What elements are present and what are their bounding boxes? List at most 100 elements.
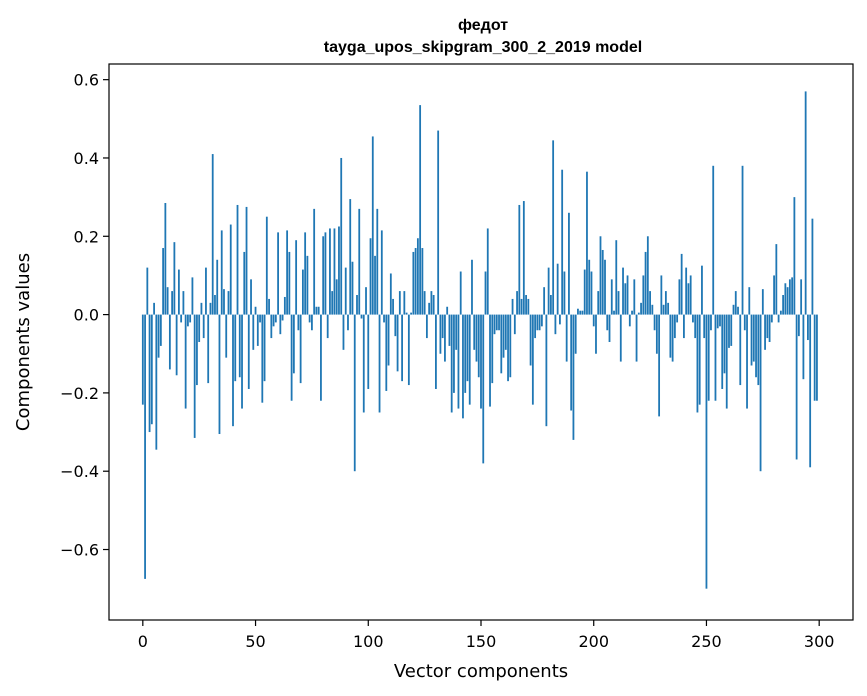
bar-298 <box>813 314 816 401</box>
bar-265 <box>739 314 742 386</box>
bar-151 <box>482 314 485 464</box>
bar-104 <box>376 208 379 315</box>
bar-297 <box>811 218 814 315</box>
bar-252 <box>710 314 712 331</box>
bar-266 <box>741 165 744 315</box>
bar-13 <box>171 291 174 315</box>
bar-10 <box>164 203 167 315</box>
x-tick-label: 150 <box>466 632 497 651</box>
bar-165 <box>513 314 516 335</box>
bar-161 <box>504 314 507 350</box>
bar-114 <box>398 291 401 315</box>
bar-18 <box>182 291 185 315</box>
bar-120 <box>412 251 415 315</box>
bar-48 <box>250 279 252 315</box>
bar-64 <box>286 230 289 315</box>
bar-277 <box>766 314 769 339</box>
bar-118 <box>407 314 410 386</box>
bar-157 <box>495 314 498 331</box>
bar-226 <box>651 304 654 315</box>
bar-69 <box>297 314 300 331</box>
bar-230 <box>660 275 663 315</box>
bar-52 <box>259 314 261 323</box>
bar-267 <box>743 314 746 331</box>
bar-286 <box>786 287 789 315</box>
bar-131 <box>437 130 440 315</box>
bar-92 <box>349 199 352 315</box>
x-axis-label: Vector components <box>394 661 568 682</box>
bar-119 <box>410 312 413 315</box>
bar-29 <box>207 314 210 384</box>
bar-210 <box>615 240 618 315</box>
bar-240 <box>683 314 685 339</box>
bar-94 <box>353 314 356 472</box>
bar-41 <box>234 314 237 382</box>
bar-160 <box>502 314 505 358</box>
bar-128 <box>430 291 433 315</box>
bar-201 <box>595 314 597 354</box>
x-tick-label: 100 <box>353 632 384 651</box>
bar-219 <box>635 314 638 362</box>
bar-159 <box>500 314 503 374</box>
bar-183 <box>554 314 557 335</box>
bar-289 <box>793 197 796 315</box>
bar-44 <box>241 314 243 409</box>
bar-103 <box>374 255 376 315</box>
bar-142 <box>462 314 464 419</box>
bar-113 <box>396 314 399 372</box>
x-axis-ticks: 0 50 100 150 200 250 300 <box>138 620 834 651</box>
bar-197 <box>586 171 588 315</box>
bar-49 <box>252 314 255 350</box>
bar-215 <box>626 275 629 315</box>
bar-283 <box>779 310 782 315</box>
bar-296 <box>809 314 812 468</box>
bar-109 <box>387 314 390 366</box>
bar-177 <box>540 314 543 327</box>
bar-83 <box>329 228 331 315</box>
bar-208 <box>610 279 613 315</box>
bar-0 <box>141 314 144 405</box>
y-tick-label: 0.2 <box>74 227 99 246</box>
bar-102 <box>371 136 374 315</box>
bar-71 <box>301 269 304 315</box>
bar-56 <box>268 298 270 315</box>
bar-50 <box>254 306 257 315</box>
bar-152 <box>484 271 487 315</box>
bar-46 <box>245 206 248 315</box>
bar-162 <box>507 314 509 382</box>
bars-group <box>141 91 818 589</box>
bar-188 <box>565 314 568 362</box>
bar-200 <box>592 314 595 327</box>
bar-11 <box>166 287 169 315</box>
y-tick-label: −0.4 <box>60 462 99 481</box>
bar-127 <box>428 302 431 315</box>
bar-54 <box>263 314 266 382</box>
bar-90 <box>344 267 347 315</box>
bar-122 <box>416 238 419 315</box>
bar-285 <box>784 283 787 315</box>
bar-186 <box>561 169 564 315</box>
bar-195 <box>581 310 584 315</box>
x-tick-label: 0 <box>138 632 148 651</box>
bar-139 <box>455 314 458 350</box>
bar-294 <box>804 91 807 315</box>
bar-176 <box>538 314 541 331</box>
bar-146 <box>471 259 473 315</box>
bar-86 <box>335 279 338 315</box>
bar-212 <box>619 314 622 362</box>
bar-107 <box>383 314 385 323</box>
bar-136 <box>448 314 451 346</box>
bar-144 <box>466 314 469 382</box>
chart-subtitle: tayga_upos_skipgram_300_2_2019 model <box>324 39 642 56</box>
bar-233 <box>667 302 670 315</box>
bar-209 <box>613 310 615 315</box>
bar-141 <box>459 271 462 315</box>
chart-title: федот <box>458 17 508 34</box>
bar-14 <box>173 242 176 315</box>
y-axis-ticks: −0.6 −0.4 −0.2 0.0 0.2 0.4 0.6 <box>60 71 109 560</box>
bar-214 <box>624 283 627 315</box>
bar-95 <box>356 295 358 315</box>
bar-175 <box>536 314 539 331</box>
bar-137 <box>450 314 453 413</box>
bar-261 <box>730 314 733 346</box>
